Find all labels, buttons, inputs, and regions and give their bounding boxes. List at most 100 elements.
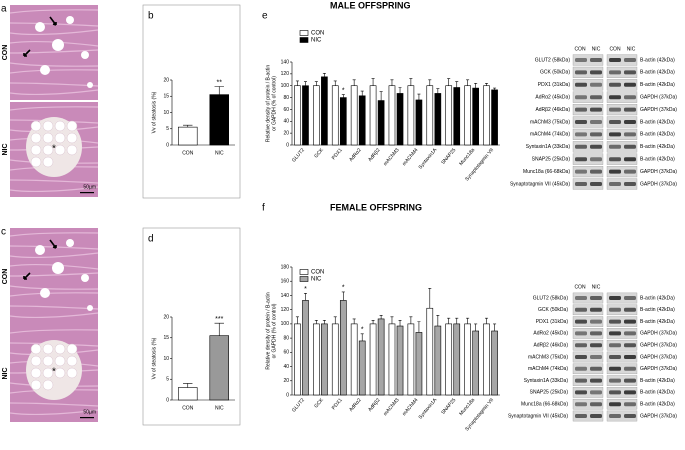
- protein-label: SNAP25 (25kDa): [532, 157, 571, 163]
- legend-label: NIC: [311, 38, 322, 44]
- blot-strip: [606, 398, 638, 410]
- arrow: [49, 16, 57, 26]
- fat-vacuole: [66, 16, 74, 24]
- chart-title: FEMALE OFFSPRING: [330, 202, 422, 212]
- tissue-line: [9, 245, 99, 250]
- fat-vacuole: [30, 156, 42, 168]
- bar: [209, 94, 230, 146]
- error-bar: [322, 72, 326, 77]
- blot-band: [575, 182, 587, 186]
- blot-strip: [572, 292, 604, 304]
- error-bar: [474, 323, 478, 331]
- bar: [339, 300, 347, 396]
- control-label: B-actin (42kDa): [640, 157, 675, 163]
- scale-label: 50µm: [83, 184, 96, 190]
- control-label: B-actin (42kDa): [640, 378, 675, 384]
- y-tick-label: 40: [283, 119, 289, 125]
- error-bar: [428, 288, 432, 309]
- control-label: B-actin (42kDa): [640, 132, 675, 138]
- blot-band: [609, 95, 621, 100]
- bar: [483, 85, 490, 146]
- protein-label: AdRα2 (45kDa): [535, 95, 570, 101]
- blot-band: [624, 70, 636, 75]
- fat-vacuole: [66, 239, 74, 247]
- fat-vacuole: [54, 144, 66, 156]
- error-bar: [295, 316, 299, 324]
- blot-band: [575, 144, 587, 149]
- x-tick-label: SNAP25: [440, 147, 457, 166]
- x-tick-label: mAChM4: [401, 147, 419, 167]
- error-bar: [428, 79, 432, 86]
- blot-band: [624, 95, 636, 100]
- tissue-line: [9, 40, 99, 47]
- x-tick-label: Munc18a: [458, 397, 476, 417]
- protein-label: mAChM4 (74kDa): [528, 366, 568, 372]
- protein-label: Synaptotagmin VII (45kDa): [510, 181, 570, 187]
- x-tick-label: AdRβ2: [367, 147, 382, 163]
- scale-bar: [80, 192, 94, 194]
- blot-strip: [606, 166, 638, 178]
- x-tick-label: SNAP25: [440, 397, 457, 416]
- blot-band: [609, 58, 621, 62]
- blot-band: [609, 132, 621, 137]
- lane-header: NIC: [592, 46, 601, 52]
- blot-band: [590, 132, 602, 137]
- protein-label: AdRβ2 (46kDa): [535, 107, 570, 113]
- fat-vacuole: [42, 355, 54, 367]
- error-bar: [371, 320, 375, 324]
- y-tick-label: 60: [283, 350, 289, 356]
- y-tick-label: 40: [283, 364, 289, 370]
- blot-band: [624, 120, 636, 124]
- fat-vacuole: [42, 343, 54, 355]
- x-tick-label: GLUT2: [291, 397, 306, 413]
- blot-band: [609, 355, 621, 359]
- bar: [377, 318, 385, 396]
- x-tick-label: Syntaxin1A: [418, 147, 439, 171]
- lane-header: CON: [574, 46, 586, 52]
- blot-band: [590, 58, 602, 62]
- legend-swatch: [299, 37, 309, 43]
- error-bar: [352, 79, 356, 86]
- blot-band: [575, 331, 587, 336]
- tissue-line: [9, 312, 99, 319]
- x-tick-label: Munc18a: [458, 147, 476, 167]
- bar: [434, 325, 442, 396]
- y-tick-label: 20: [283, 130, 289, 136]
- error-bar: [314, 81, 318, 86]
- lane-header: CON: [609, 46, 621, 52]
- fat-vacuole: [52, 39, 64, 51]
- blot-band: [609, 169, 621, 174]
- error-bar: [436, 315, 440, 327]
- bar: [178, 126, 198, 146]
- control-label: B-actin (42kDa): [640, 144, 675, 150]
- bar: [294, 85, 301, 146]
- error-bar: [485, 83, 489, 86]
- error-bar: [466, 79, 470, 86]
- lane-header: CON: [574, 284, 586, 290]
- error-bar: [493, 323, 497, 331]
- blot-band: [624, 390, 636, 395]
- x-tick-label: CON: [182, 150, 194, 156]
- bar: [358, 340, 366, 396]
- tissue-line: [9, 272, 99, 277]
- control-label: B-actin (42kDa): [640, 390, 675, 396]
- error-bar: [360, 90, 364, 96]
- blot-strip: [572, 153, 604, 165]
- protein-label: mAChM3 (75kDa): [528, 354, 568, 360]
- error-bar: [322, 320, 326, 324]
- tissue-line: [9, 9, 99, 14]
- bar: [321, 323, 328, 396]
- blot-band: [624, 144, 636, 149]
- bar: [483, 323, 490, 396]
- fat-vacuole: [35, 22, 45, 32]
- bar: [294, 323, 301, 396]
- panel-frame: [142, 4, 241, 199]
- blot-band: [590, 355, 602, 359]
- bar: [464, 85, 471, 146]
- x-tick-label: AdRβ2: [367, 397, 382, 413]
- y-tick-label: 140: [281, 59, 290, 65]
- blot-band: [624, 58, 636, 62]
- error-bar: [390, 316, 394, 324]
- error-bar: [417, 93, 421, 100]
